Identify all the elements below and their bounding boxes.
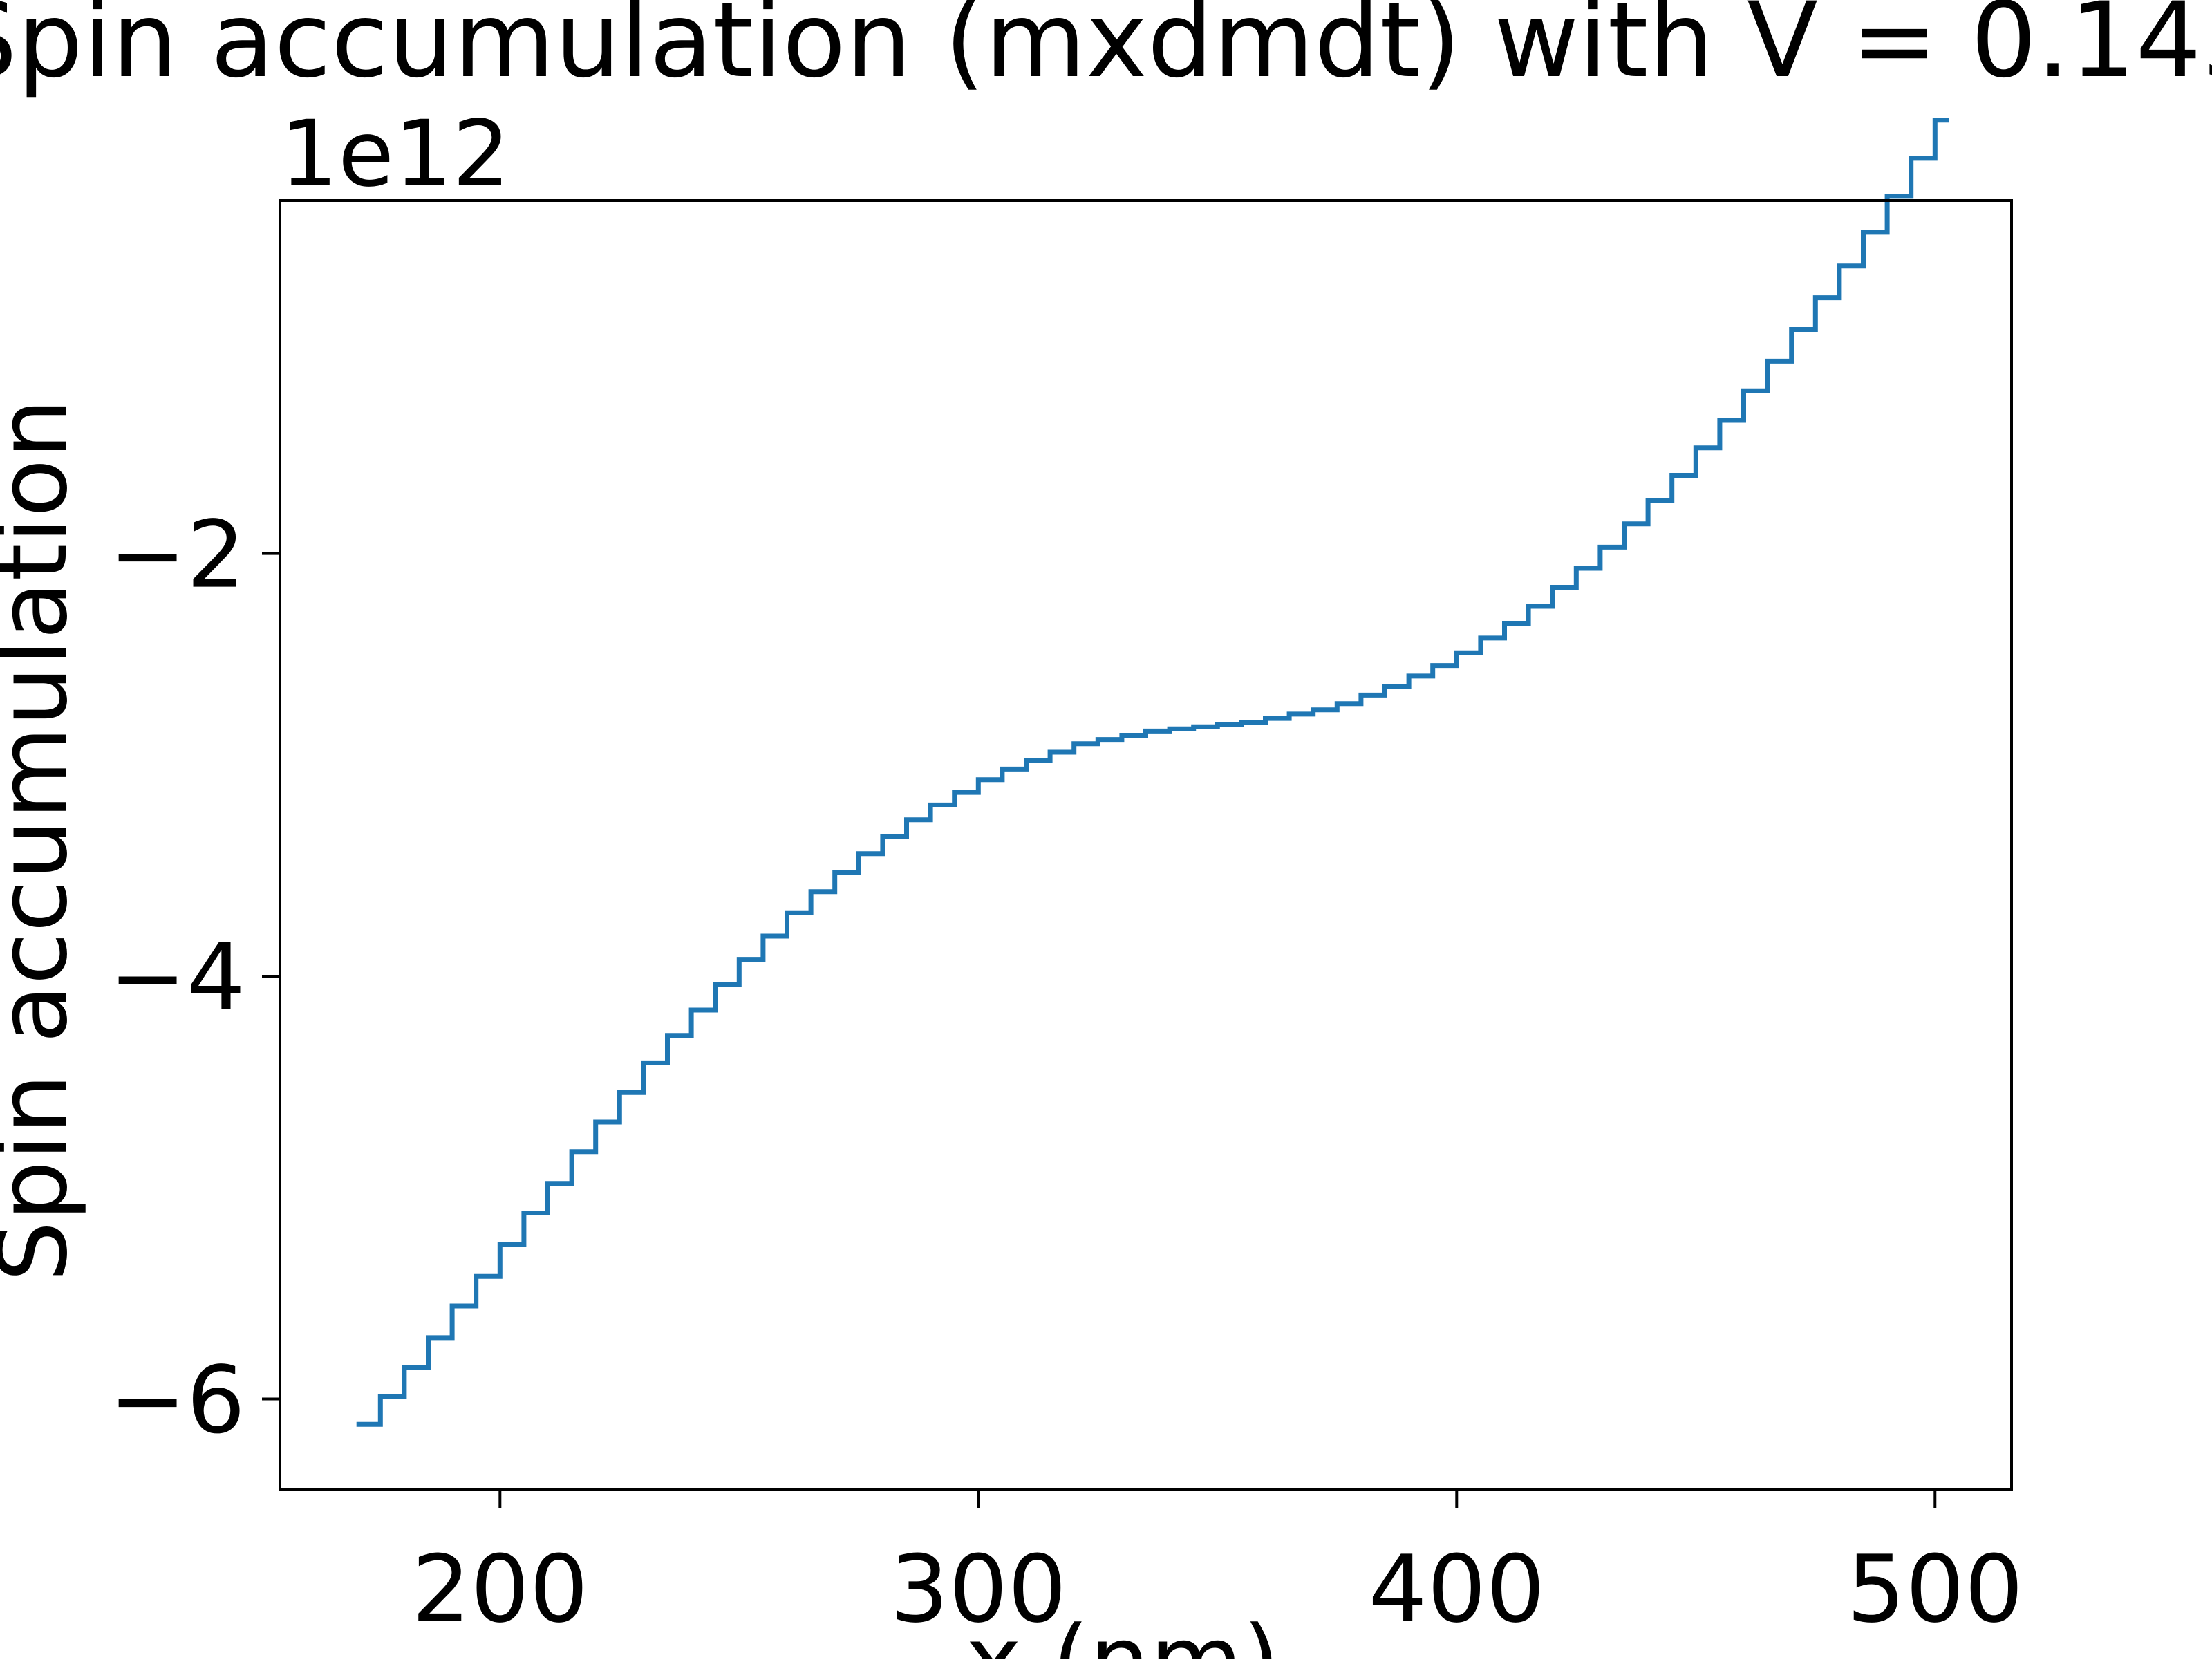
y-tick-label--6: −6 [109, 1347, 245, 1455]
series-line-0 [356, 118, 1949, 1427]
y-axis-label: Spin accumulation [0, 398, 88, 1282]
y-tick-label--4: −4 [109, 924, 245, 1031]
chart-title: Spin accumulation (mxdmdt) with V = 0.14… [0, 0, 2212, 101]
plot-area: 200 300 400 500 −6 −4 −2 [109, 118, 2023, 1643]
x-axis-label: x (nm) [965, 1605, 1280, 1659]
y-offset-label: 1e12 [280, 101, 510, 207]
plot-frame [279, 199, 2013, 1491]
x-tick-label-300: 300 [890, 1535, 1067, 1643]
x-tick-label-500: 500 [1846, 1535, 2023, 1643]
x-tick-label-200: 200 [411, 1535, 588, 1643]
x-tick-label-400: 400 [1368, 1535, 1545, 1643]
y-tick-label--2: −2 [109, 501, 245, 609]
